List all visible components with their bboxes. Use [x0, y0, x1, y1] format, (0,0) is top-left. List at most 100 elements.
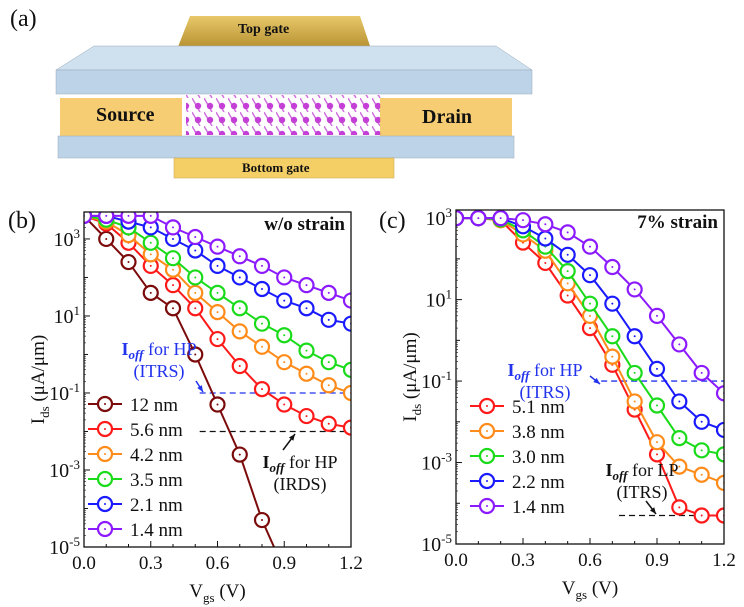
data-point-center [283, 299, 286, 302]
y-tick-label: 101 [426, 287, 453, 312]
data-point-center [589, 274, 591, 277]
plot-frame [83, 211, 352, 548]
data-point-center [261, 288, 263, 291]
data-point [342, 315, 351, 332]
x-tick-label: 0.9 [272, 553, 296, 574]
panel-a-label: (a) [10, 6, 37, 32]
data-point-center [499, 217, 502, 220]
y-tick-label: 10-1 [421, 368, 452, 393]
data-point-center [566, 270, 569, 273]
data-point-center [678, 437, 681, 440]
data-point [715, 385, 724, 402]
data-point-center [105, 214, 108, 217]
data-point-center [149, 214, 152, 217]
legend-marker-center [486, 480, 488, 482]
data-point [715, 507, 724, 524]
data-point-center [544, 237, 547, 240]
data-point-center [172, 257, 174, 260]
x-axis-label: Vgs (V) [189, 581, 245, 605]
bottom-gate [173, 157, 395, 179]
series-group [456, 210, 724, 524]
legend-label: 5.6 nm [130, 420, 183, 441]
data-point [120, 212, 137, 224]
data-point-center [172, 284, 174, 287]
data-point-center [172, 268, 174, 271]
legend-label: 1.4 nm [130, 520, 183, 541]
data-point-center [216, 311, 219, 314]
data-point-center [566, 282, 569, 285]
arrow-head [288, 434, 295, 441]
data-point-center [305, 284, 308, 287]
data-point-center [305, 372, 308, 375]
x-tick-label: 0.6 [578, 550, 602, 571]
data-point-center [589, 327, 591, 330]
y-tick-label: 103 [426, 205, 453, 230]
y-tick-label: 10-1 [49, 380, 80, 405]
data-point-center [149, 241, 152, 244]
data-point-center [238, 453, 241, 456]
panel-b-label: (b) [8, 208, 36, 234]
data-point-center [216, 403, 219, 406]
legend-marker-center [486, 430, 488, 432]
data-point-center [656, 367, 658, 370]
legend-label: 3.0 nm [512, 447, 565, 468]
data-point-center [633, 288, 636, 291]
legend-label: 3.5 nm [130, 470, 183, 491]
data-point-center [283, 361, 286, 364]
data-point-center [656, 441, 658, 444]
data-point-center [566, 253, 569, 256]
data-point-center [261, 388, 263, 391]
arrow-head [649, 507, 656, 514]
data-point-center [283, 403, 286, 406]
legend-marker-center [104, 428, 106, 430]
data-point-center [261, 322, 263, 325]
panel-c-label: (c) [379, 208, 406, 234]
drain-label: Drain [422, 106, 472, 128]
data-point [342, 361, 351, 378]
data-point-center [544, 223, 547, 226]
annotation-itrs-hp-source: (ITRS) [520, 382, 571, 403]
data-point-center [283, 276, 286, 279]
y-tick-label: 10-3 [421, 450, 452, 475]
x-tick-label: 0.3 [511, 550, 535, 571]
data-point-center [305, 307, 308, 310]
data-point-center [678, 506, 681, 509]
data-point [142, 212, 159, 224]
data-point-center [238, 276, 241, 279]
legend-label: 12 nm [130, 395, 178, 416]
data-point-center [589, 245, 591, 248]
legend-label: 2.1 nm [130, 495, 183, 516]
legend-marker-center [104, 403, 106, 405]
data-point [715, 421, 724, 439]
data-point-center [656, 404, 658, 407]
x-axis-label: Vgs (V) [562, 578, 618, 602]
data-point-center [238, 307, 241, 310]
data-point-center [283, 334, 286, 337]
data-point-center [238, 330, 241, 333]
data-point [715, 446, 724, 463]
chart-title: 7% strain [637, 212, 718, 233]
top-dielectric [55, 69, 533, 95]
data-point-center [172, 226, 174, 229]
annotation-lp-source: (ITRS) [617, 482, 668, 503]
data-point [342, 419, 351, 436]
data-point [342, 384, 351, 402]
legend-marker-center [104, 503, 106, 505]
x-tick-label: 0.0 [444, 550, 468, 571]
data-point-center [566, 294, 569, 297]
data-point-center [127, 261, 130, 264]
data-point-center [194, 353, 197, 356]
data-point-center [105, 237, 108, 240]
data-point-center [700, 473, 703, 476]
legend-label: 5.1 nm [512, 397, 565, 418]
source-label: Source [96, 104, 155, 126]
data-point-center [238, 255, 241, 258]
legend-marker-center [486, 505, 488, 507]
arrow-head [593, 377, 600, 384]
x-tick-label: 0.0 [72, 553, 96, 574]
data-point-center [327, 318, 330, 321]
data-point-center [261, 264, 263, 267]
data-point-center [216, 245, 219, 248]
